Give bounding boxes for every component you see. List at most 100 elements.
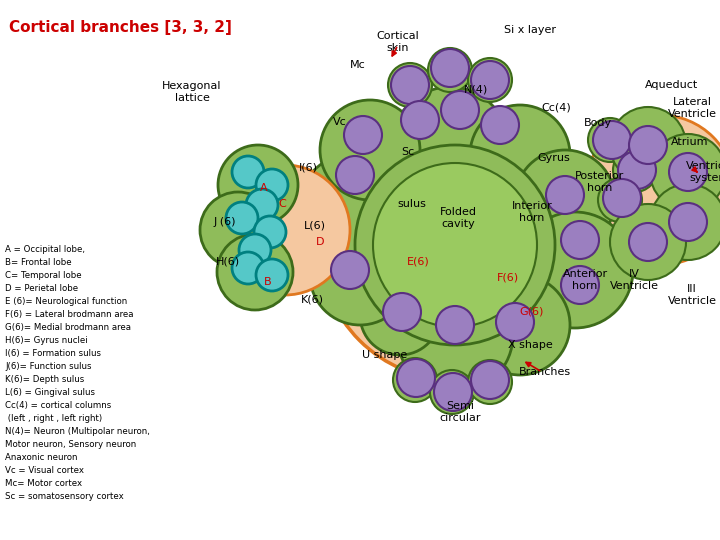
Circle shape — [200, 192, 276, 268]
Text: E (6)= Neurological function: E (6)= Neurological function — [5, 297, 127, 306]
Text: Ventricle
system: Ventricle system — [685, 161, 720, 183]
Circle shape — [613, 148, 657, 192]
Text: Cc(4): Cc(4) — [541, 103, 571, 113]
Text: Lateral
Ventricle: Lateral Ventricle — [667, 97, 716, 119]
Circle shape — [434, 373, 472, 411]
Circle shape — [598, 178, 642, 222]
Text: Atrium: Atrium — [671, 137, 708, 147]
Text: E(6): E(6) — [407, 257, 429, 267]
Circle shape — [397, 277, 513, 393]
Circle shape — [254, 216, 286, 248]
Text: U shape: U shape — [362, 350, 408, 360]
Text: G(6): G(6) — [520, 307, 544, 317]
Text: Aqueduct: Aqueduct — [645, 80, 698, 90]
Text: H(6): H(6) — [216, 257, 240, 267]
Text: Anterior
horn: Anterior horn — [562, 269, 608, 291]
Circle shape — [430, 370, 474, 414]
Text: L(6): L(6) — [304, 220, 326, 230]
Text: Si x layer: Si x layer — [504, 25, 556, 35]
Text: Sc: Sc — [401, 147, 415, 157]
Text: Cortical branches [3, 3, 2]: Cortical branches [3, 3, 2] — [9, 20, 231, 35]
Circle shape — [468, 360, 512, 404]
Text: A = Occipital lobe,: A = Occipital lobe, — [5, 245, 85, 254]
Circle shape — [588, 118, 632, 162]
Text: Vc: Vc — [333, 117, 347, 127]
Circle shape — [320, 100, 420, 200]
Circle shape — [610, 107, 686, 183]
Text: Mc= Motor cortex: Mc= Motor cortex — [5, 479, 82, 488]
Circle shape — [393, 358, 437, 402]
Text: Cc(4) = cortical columns: Cc(4) = cortical columns — [5, 401, 112, 410]
Circle shape — [397, 359, 435, 397]
Text: Body: Body — [584, 118, 612, 128]
Circle shape — [220, 165, 350, 295]
Text: Sc = somatosensory cortex: Sc = somatosensory cortex — [5, 492, 124, 501]
Text: A: A — [260, 183, 268, 193]
Text: N(4): N(4) — [464, 85, 488, 95]
Text: I(6) = Formation sulus: I(6) = Formation sulus — [5, 349, 101, 358]
Circle shape — [428, 48, 472, 92]
Text: J(6)= Function sulus: J(6)= Function sulus — [5, 362, 91, 371]
Circle shape — [436, 306, 474, 344]
Circle shape — [618, 151, 656, 189]
Text: Posterior
horn: Posterior horn — [575, 171, 625, 193]
Circle shape — [373, 163, 537, 327]
Text: F(6) = Lateral brodmann area: F(6) = Lateral brodmann area — [5, 310, 133, 319]
Circle shape — [629, 223, 667, 261]
Circle shape — [217, 234, 293, 310]
Text: F(6): F(6) — [497, 273, 519, 283]
Text: Semi
circular: Semi circular — [439, 401, 481, 423]
Circle shape — [496, 303, 534, 341]
Circle shape — [310, 225, 410, 325]
Circle shape — [603, 179, 641, 217]
Circle shape — [388, 63, 432, 107]
Text: B: B — [264, 277, 272, 287]
Circle shape — [300, 155, 400, 255]
Circle shape — [650, 134, 720, 210]
Text: D: D — [316, 237, 324, 247]
Text: D = Perietal lobe: D = Perietal lobe — [5, 284, 78, 293]
Circle shape — [232, 156, 264, 188]
Circle shape — [669, 153, 707, 191]
Text: Gyrus: Gyrus — [538, 153, 570, 163]
Text: X shape: X shape — [508, 340, 552, 350]
Circle shape — [355, 145, 555, 345]
Circle shape — [610, 204, 686, 280]
Circle shape — [256, 169, 288, 201]
Text: Vc = Visual cortex: Vc = Visual cortex — [5, 466, 84, 475]
Text: K(6)= Depth sulus: K(6)= Depth sulus — [5, 375, 84, 384]
Circle shape — [468, 58, 512, 102]
Text: Anaxonic neuron: Anaxonic neuron — [5, 453, 78, 462]
Circle shape — [392, 87, 508, 203]
Circle shape — [629, 126, 667, 164]
Circle shape — [218, 145, 298, 225]
Circle shape — [471, 61, 509, 99]
Text: (left , right , left right): (left , right , left right) — [5, 414, 102, 423]
Circle shape — [669, 203, 707, 241]
Circle shape — [431, 49, 469, 87]
Text: K(6): K(6) — [300, 295, 323, 305]
Circle shape — [391, 66, 429, 104]
Text: H(6)= Gyrus nuclei: H(6)= Gyrus nuclei — [5, 336, 88, 345]
Circle shape — [360, 275, 440, 355]
Text: C= Temporal lobe: C= Temporal lobe — [5, 271, 81, 280]
Circle shape — [256, 259, 288, 291]
Circle shape — [336, 156, 374, 194]
Circle shape — [232, 252, 264, 284]
Text: Mc: Mc — [350, 60, 366, 70]
Text: L(6) = Gingival sulus: L(6) = Gingival sulus — [5, 388, 95, 397]
Circle shape — [401, 101, 439, 139]
Circle shape — [226, 202, 258, 234]
Text: Motor neuron, Sensory neuron: Motor neuron, Sensory neuron — [5, 440, 136, 449]
Text: I(6): I(6) — [299, 163, 318, 173]
Text: Hexagonal
lattice: Hexagonal lattice — [162, 81, 222, 103]
Circle shape — [546, 176, 584, 214]
Circle shape — [383, 293, 421, 331]
Text: IV
Ventricle: IV Ventricle — [610, 269, 659, 291]
Circle shape — [320, 110, 590, 380]
Circle shape — [471, 361, 509, 399]
Circle shape — [470, 105, 570, 205]
Circle shape — [344, 116, 382, 154]
Circle shape — [561, 221, 599, 259]
Text: III
Ventricle: III Ventricle — [667, 284, 716, 306]
